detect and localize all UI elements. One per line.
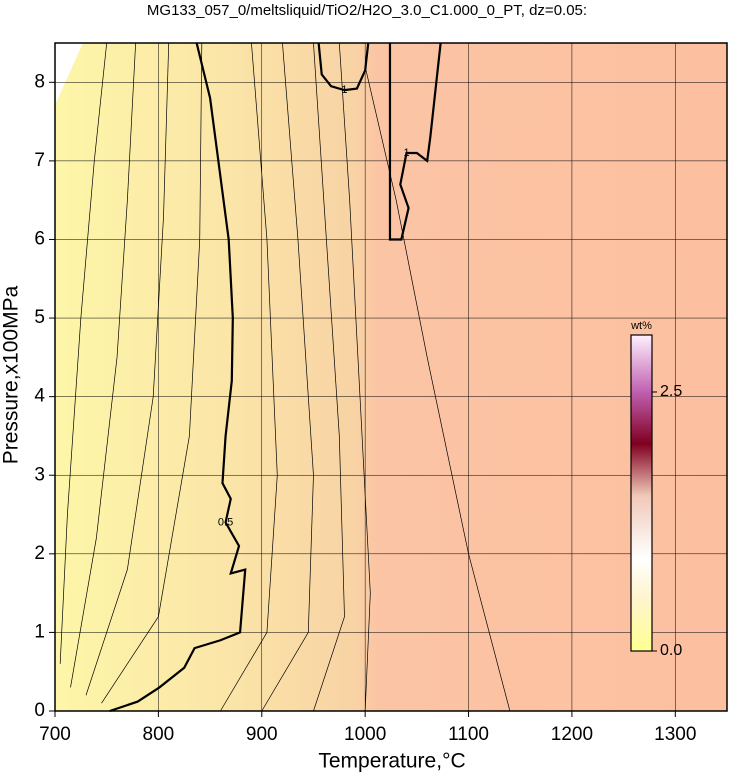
x-tick-label: 700 xyxy=(39,724,71,745)
y-tick-label: 2 xyxy=(34,543,45,564)
colorbar-label: wt% xyxy=(630,320,652,332)
x-tick-label: 800 xyxy=(143,724,175,745)
x-tick-label: 1000 xyxy=(344,724,386,745)
y-tick-label: 1 xyxy=(34,621,45,642)
x-tick-label: 1200 xyxy=(551,724,593,745)
y-tick-label: 7 xyxy=(34,150,45,171)
contour-line xyxy=(364,66,511,712)
no-data-region xyxy=(55,43,83,105)
x-tick-label: 900 xyxy=(246,724,278,745)
contour-line xyxy=(70,42,136,688)
x-tick-label: 1300 xyxy=(654,724,696,745)
y-tick-label: 8 xyxy=(34,71,45,92)
chart-title: MG133_057_0/meltsliquid/TiO2/H2O_3.0_C1.… xyxy=(147,2,587,19)
contour-line xyxy=(388,42,442,241)
plot-frame xyxy=(54,42,728,712)
y-tick-label: 4 xyxy=(34,386,45,407)
y-tick-label: 5 xyxy=(34,307,45,328)
contour-label: 0.5 xyxy=(218,516,233,528)
contour-line xyxy=(109,42,247,713)
y-tick-label: 3 xyxy=(34,464,45,485)
x-tick-label: 1100 xyxy=(448,724,489,745)
colorbar-tick-label: 0.0 xyxy=(660,642,682,659)
contour-label: 1 xyxy=(403,147,409,159)
y-tick-label: 0 xyxy=(34,700,45,721)
contour-line xyxy=(101,42,203,704)
colorbar xyxy=(630,334,653,652)
contour-line xyxy=(313,42,345,712)
contour-label: 1 xyxy=(341,84,347,96)
x-axis-label: Temperature,°C xyxy=(318,750,465,773)
y-axis-label: Pressure,x100MPa xyxy=(0,285,23,464)
colorbar-tick-label: 2.5 xyxy=(660,383,682,400)
y-tick-label: 6 xyxy=(34,228,45,249)
